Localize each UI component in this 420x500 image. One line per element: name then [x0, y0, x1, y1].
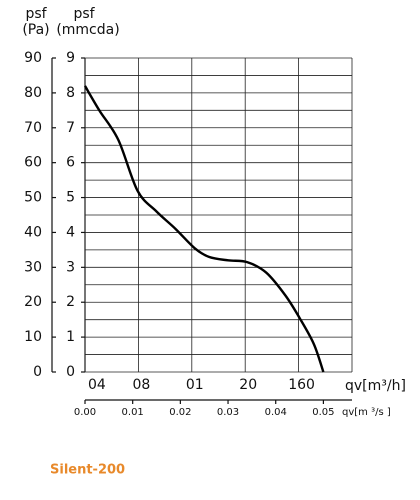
y2-axis-label: (mmcda): [56, 22, 119, 38]
y2-tick-label: 8: [66, 85, 75, 101]
y2-tick-label: 5: [66, 190, 75, 206]
y2-tick-label: 4: [66, 224, 75, 240]
y-tick-label: 80: [24, 85, 42, 101]
x-tick-label: 0.03: [217, 407, 239, 418]
flow-axis-label: qv[m³/h]: [345, 378, 406, 394]
flow-label: 04: [88, 377, 106, 393]
flow-label: 01: [186, 377, 204, 393]
y-tick-label: 40: [24, 224, 42, 240]
y-tick-label: 90: [24, 50, 42, 66]
y-axis-label: psf: [25, 6, 47, 22]
flow-label: 08: [132, 377, 150, 393]
y2-tick-label: 0: [66, 364, 75, 380]
y-tick-label: 10: [24, 329, 42, 345]
y-tick-label: 50: [24, 190, 42, 206]
y-axis-label: (Pa): [22, 22, 49, 38]
y2-tick-label: 3: [66, 259, 75, 275]
x-tick-label: 0.01: [122, 407, 144, 418]
y-tick-label: 0: [33, 364, 42, 380]
y2-tick-label: 1: [66, 329, 75, 345]
y2-tick-label: 9: [66, 50, 75, 66]
y-tick-label: 70: [24, 120, 42, 136]
y-tick-label: 20: [24, 294, 42, 310]
curve: [83, 85, 325, 373]
y-tick-label: 60: [24, 155, 42, 171]
product-name: Silent-200: [50, 463, 125, 478]
y2-tick-label: 6: [66, 155, 75, 171]
x-axis-label: qv[m ³/s ]: [342, 407, 391, 418]
y2-axis-label: psf: [73, 6, 95, 22]
y2-tick-label: 2: [66, 294, 75, 310]
x-tick-label: 0.04: [265, 407, 287, 418]
y2-tick-label: 7: [66, 120, 75, 136]
y-tick-label: 30: [24, 259, 42, 275]
x-tick-label: 0.00: [74, 407, 96, 418]
x-tick-label: 0.02: [169, 407, 191, 418]
flow-label: 20: [239, 377, 257, 393]
x-tick-label: 0.05: [312, 407, 334, 418]
flow-label: 160: [288, 377, 315, 393]
